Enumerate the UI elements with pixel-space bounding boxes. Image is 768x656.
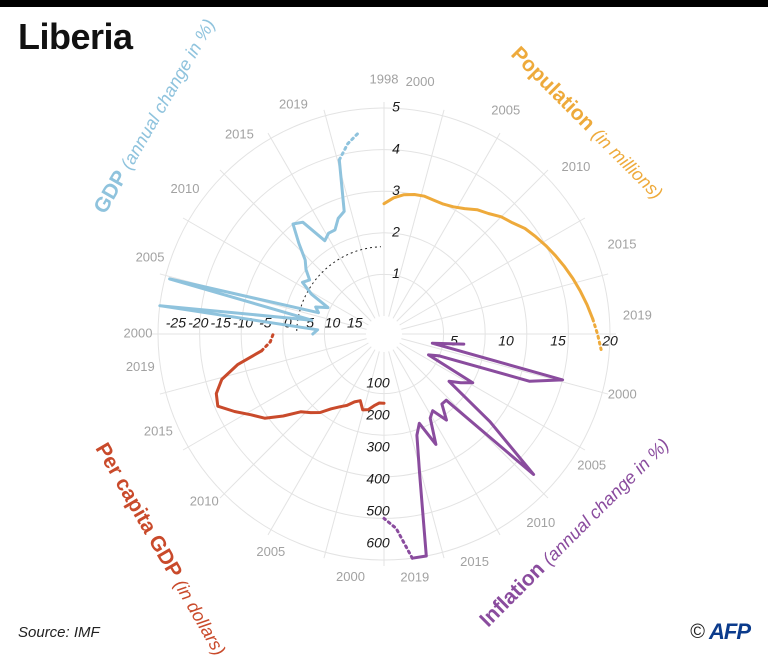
year-label: 2005 — [136, 249, 165, 264]
grid-spoke — [401, 273, 609, 330]
grid-spoke — [399, 217, 586, 326]
series-lines — [158, 131, 603, 560]
year-label: 2010 — [561, 159, 590, 174]
year-label: 1998 — [370, 71, 399, 86]
year-label: 2005 — [491, 103, 520, 118]
grid-spoke — [267, 132, 376, 319]
grid-spoke — [388, 109, 445, 317]
gdp-zero-arc — [296, 246, 381, 331]
year-label: 2019 — [623, 307, 652, 322]
grid-spoke — [401, 338, 609, 395]
year-label: 2000 — [124, 325, 153, 340]
gdp-series-line — [158, 158, 346, 336]
grid-spoke — [323, 351, 380, 559]
tick-label: -20 — [188, 315, 208, 331]
year-label: 2005 — [256, 544, 285, 559]
grid — [152, 102, 616, 566]
grid-spoke — [388, 351, 445, 559]
year-label: 2000 — [406, 74, 435, 89]
year-label: 2019 — [126, 359, 155, 374]
grid-spoke — [323, 109, 380, 317]
labels: 20002005201020152019151050-5-10-15-20-25… — [124, 71, 652, 584]
year-label: 2005 — [577, 457, 606, 472]
inflation-title: Inflation (annual change in %) — [475, 433, 673, 631]
tick-label: 600 — [366, 535, 390, 551]
year-label: 2015 — [460, 554, 489, 569]
afp-logo: AFP — [709, 619, 751, 644]
population-projection-line — [591, 317, 603, 351]
year-label: 2019 — [279, 97, 308, 112]
top-bar — [0, 0, 768, 7]
tick-label: -15 — [211, 315, 231, 331]
tick-label: 300 — [366, 439, 390, 455]
per_capita_gdp-projection-line — [260, 332, 275, 353]
tick-label: 20 — [601, 333, 618, 349]
tick-label: 4 — [392, 140, 400, 156]
grid-spoke — [182, 342, 369, 451]
year-label: 2015 — [144, 423, 173, 438]
grid-spoke — [219, 346, 372, 499]
grid-spoke — [392, 132, 501, 319]
population-series-line — [382, 193, 595, 321]
inflation-projection-line — [382, 516, 414, 560]
tick-label: 500 — [366, 503, 390, 519]
tick-label: 5 — [392, 99, 400, 115]
tick-label: 2 — [391, 224, 400, 240]
grid-spoke — [399, 342, 586, 451]
copyright-symbol: © — [690, 620, 705, 643]
tick-label: -25 — [166, 315, 186, 331]
year-label: 2015 — [225, 126, 254, 141]
gdp-title: GDP (annual change in %) — [89, 15, 219, 218]
population-title: Population (in millions) — [506, 42, 667, 203]
credit: © AFP — [690, 619, 751, 645]
grid-spoke — [392, 349, 501, 536]
tick-label: 5 — [450, 333, 458, 349]
source-note: Source: IMF — [18, 624, 100, 641]
grid-spoke — [219, 169, 372, 322]
tick-label: 10 — [325, 315, 341, 331]
grid-spoke — [182, 217, 369, 326]
year-label: 2010 — [190, 493, 219, 508]
inflation-series-line — [410, 341, 565, 560]
year-label: 2000 — [336, 569, 365, 584]
year-label: 2015 — [608, 237, 637, 252]
tick-label: 10 — [498, 333, 514, 349]
tick-label: 1 — [392, 265, 400, 281]
year-label: 2019 — [400, 569, 429, 584]
tick-label: 100 — [366, 375, 390, 391]
year-label: 2010 — [526, 515, 555, 530]
tick-label: 3 — [392, 182, 400, 198]
tick-label: 15 — [347, 315, 363, 331]
gdp-projection-line — [337, 131, 361, 162]
tick-label: 400 — [366, 471, 390, 487]
tick-label: 0 — [284, 315, 292, 331]
page-title: Liberia — [18, 16, 133, 57]
grid-spoke — [396, 169, 549, 322]
tick-label: 15 — [550, 333, 566, 349]
tick-label: 200 — [365, 407, 390, 423]
per_capita_gdp-title: Per capita GDP (in dollars) — [91, 439, 232, 656]
tick-label: 5 — [306, 315, 314, 331]
per_capita_gdp-series-line — [214, 349, 386, 420]
grid-spoke — [159, 338, 367, 395]
year-label: 2000 — [608, 387, 637, 402]
year-label: 2010 — [171, 181, 200, 196]
grid-spoke — [267, 349, 376, 536]
